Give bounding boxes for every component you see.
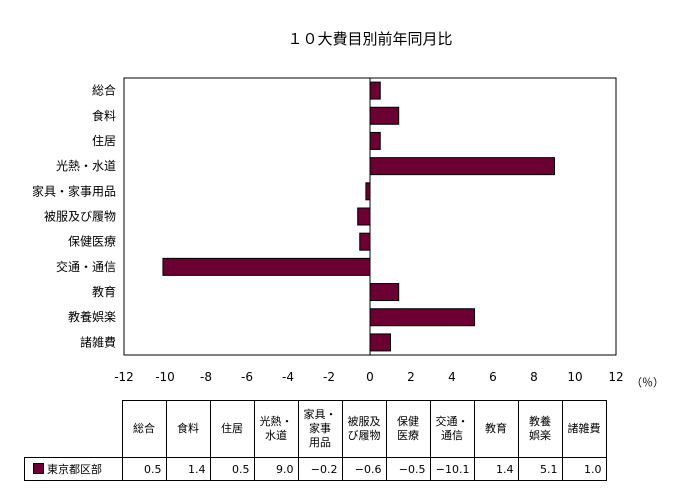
series-legend-cell: 東京都区部 [24,457,123,481]
category-label: 住居 [92,134,116,148]
bar [369,308,476,327]
bar [357,207,371,226]
bar [369,333,391,352]
unit-label: （％） [631,376,664,389]
table-corner [24,400,122,458]
legend-swatch [33,463,44,474]
x-tick-label: -12 [114,370,134,384]
bar [369,157,555,176]
x-tick-label: -10 [155,370,175,384]
table-value-cell: 0.5 [121,457,167,481]
chart: １０大費目別前年同月比 総合食料住居光熱・水道家具・家事用品被服及び履物保健医療… [32,30,664,389]
category-label: 食料 [92,108,116,123]
category-label: 保健医療 [68,235,116,249]
x-tick-label: -6 [241,370,253,384]
x-tick-label: 12 [608,370,623,384]
bar [369,81,381,100]
x-tick-label: 4 [448,370,456,384]
x-tick-label: 2 [407,370,415,384]
category-label: 教育 [92,284,116,299]
table-value-cell: 0.5 [209,457,255,481]
x-tick-label: -4 [282,370,294,384]
x-tick-label: 0 [366,370,374,384]
bar [365,182,371,201]
table-header-cell: 被服及 び履物 [341,400,387,458]
category-label: 交通・通信 [56,259,116,274]
category-label: 諸雑費 [80,334,116,349]
table-header-cell: 総合 [121,400,167,458]
category-label: 被服及び履物 [44,210,116,224]
table-value-cell: −0.6 [341,457,387,481]
category-label: 教養娯楽 [68,309,116,324]
table-header-cell: 食料 [165,400,211,458]
table-header-cell: 教養 娯楽 [517,400,563,458]
bar [369,131,381,150]
table-value-cell: 1.4 [165,457,211,481]
table-header-cell: 光熱・ 水道 [253,400,299,458]
bar [369,283,400,302]
x-tick-label: -8 [200,370,212,384]
x-tick-label: 8 [530,370,538,384]
table-row: 東京都区部 0.5 1.4 0.5 9.0 −0.2 −0.6 −0.5 −10.1 1.4 5.… [24,457,607,481]
data-table: 総合 食料 住居 光熱・ 水道 家具・ 家事 用品 被服及 び履物 保健 医療 交通・ 通信 教育 教養 娯楽諸… [24,400,607,481]
table-header-cell: 教育 [473,400,519,458]
table-value-cell: 1.4 [473,457,519,481]
category-label: 家具・家事用品 [32,183,116,198]
table-value-cell: −10.1 [429,457,475,481]
table-header-cell: 保健 医療 [385,400,431,458]
table-header-cell: 住居 [209,400,255,458]
table-value-cell: −0.2 [297,457,343,481]
x-tick-label: 6 [489,370,497,384]
x-tick-label: 10 [567,370,582,384]
table-value-cell: 9.0 [253,457,299,481]
series-name: 東京都区部 [47,463,102,476]
bar [369,106,400,125]
bar [162,257,371,276]
x-tick-label: -2 [323,370,335,384]
table-value-cell: 5.1 [517,457,563,481]
table-header-cell: 家具・ 家事 用品 [297,400,343,458]
bar [359,232,371,251]
table-header-row: 総合 食料 住居 光熱・ 水道 家具・ 家事 用品 被服及 び履物 保健 医療 交通・ 通信 教育 教養 娯楽諸… [24,400,607,458]
category-label: 光熱・水道 [56,159,116,173]
table-value-cell: 1.0 [561,457,607,481]
chart-title: １０大費目別前年同月比 [287,30,452,48]
table-header-cell: 諸雑費 [561,400,607,458]
table-value-cell: −0.5 [385,457,431,481]
table-header-cell: 交通・ 通信 [429,400,475,458]
category-label: 総合 [92,83,116,98]
